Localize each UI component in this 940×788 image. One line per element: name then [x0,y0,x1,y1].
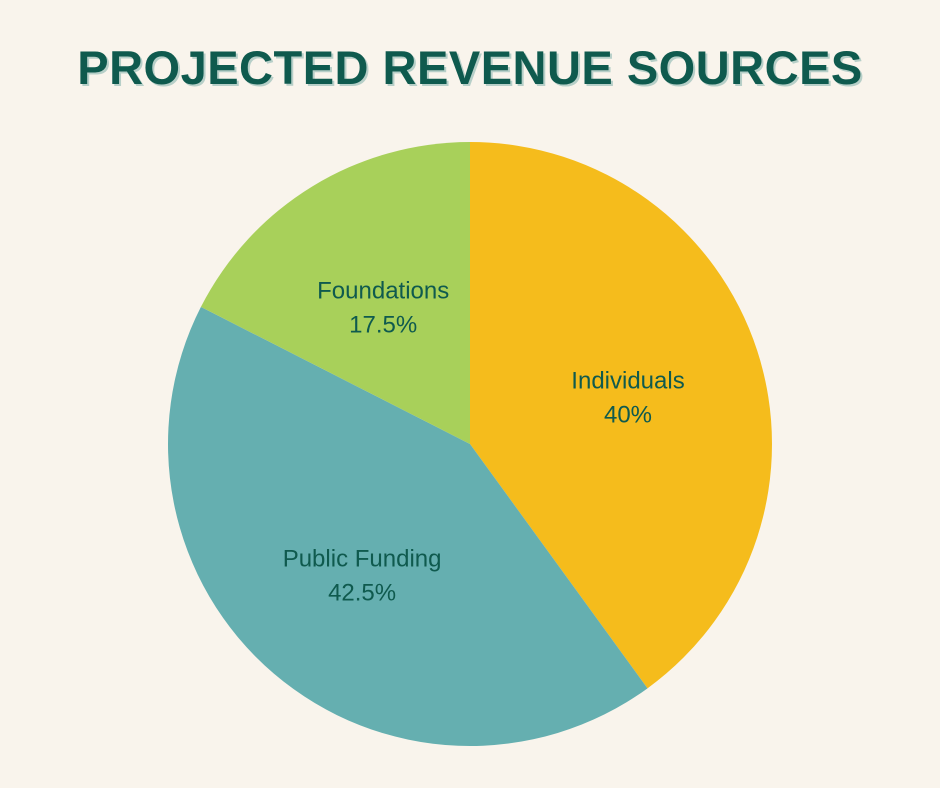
slice-value-foundations: 17.5% [349,311,417,338]
pie-slice-individuals [470,142,772,689]
slice-label-public-funding: Public Funding [283,545,442,572]
slice-label-individuals: Individuals [571,368,684,395]
pie-slice-public-funding [168,306,648,746]
slice-label-foundations: Foundations [317,277,449,304]
pie-slice-foundations [200,141,471,444]
slice-value-public-funding: 42.5% [328,579,396,606]
chart-title: PROJECTED REVENUE SOURCES [77,41,863,94]
slice-value-individuals: 40% [604,402,652,429]
